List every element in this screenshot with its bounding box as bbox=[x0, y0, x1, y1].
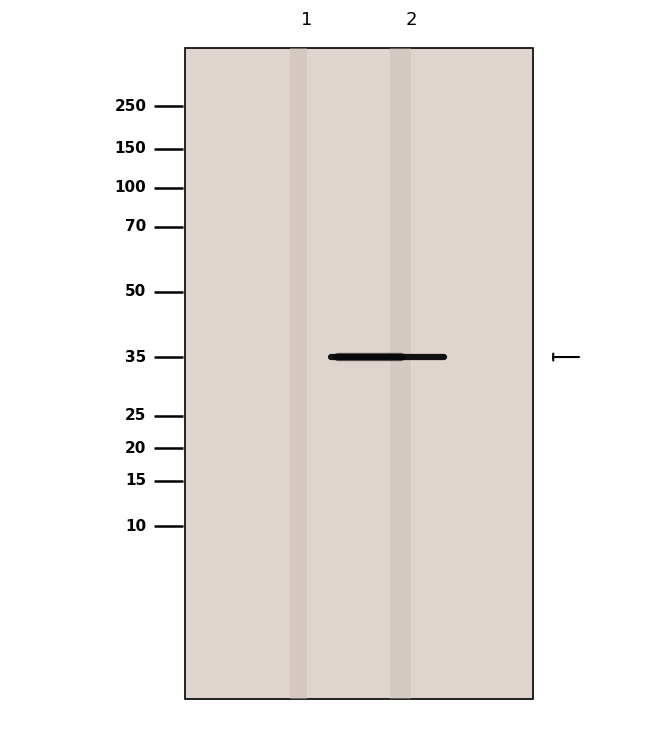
Text: 100: 100 bbox=[114, 180, 146, 195]
Text: 2: 2 bbox=[406, 12, 417, 29]
Text: 20: 20 bbox=[125, 441, 146, 456]
Text: 10: 10 bbox=[125, 519, 146, 534]
Text: 35: 35 bbox=[125, 350, 146, 365]
Text: 50: 50 bbox=[125, 285, 146, 299]
Bar bbox=[185, 48, 533, 699]
Text: 15: 15 bbox=[125, 474, 146, 488]
Text: 250: 250 bbox=[114, 99, 146, 113]
Text: 1: 1 bbox=[301, 12, 313, 29]
Bar bbox=[391, 48, 411, 699]
Text: 150: 150 bbox=[114, 141, 146, 156]
Text: 25: 25 bbox=[125, 408, 146, 423]
Text: 70: 70 bbox=[125, 220, 146, 234]
Bar bbox=[289, 48, 307, 699]
